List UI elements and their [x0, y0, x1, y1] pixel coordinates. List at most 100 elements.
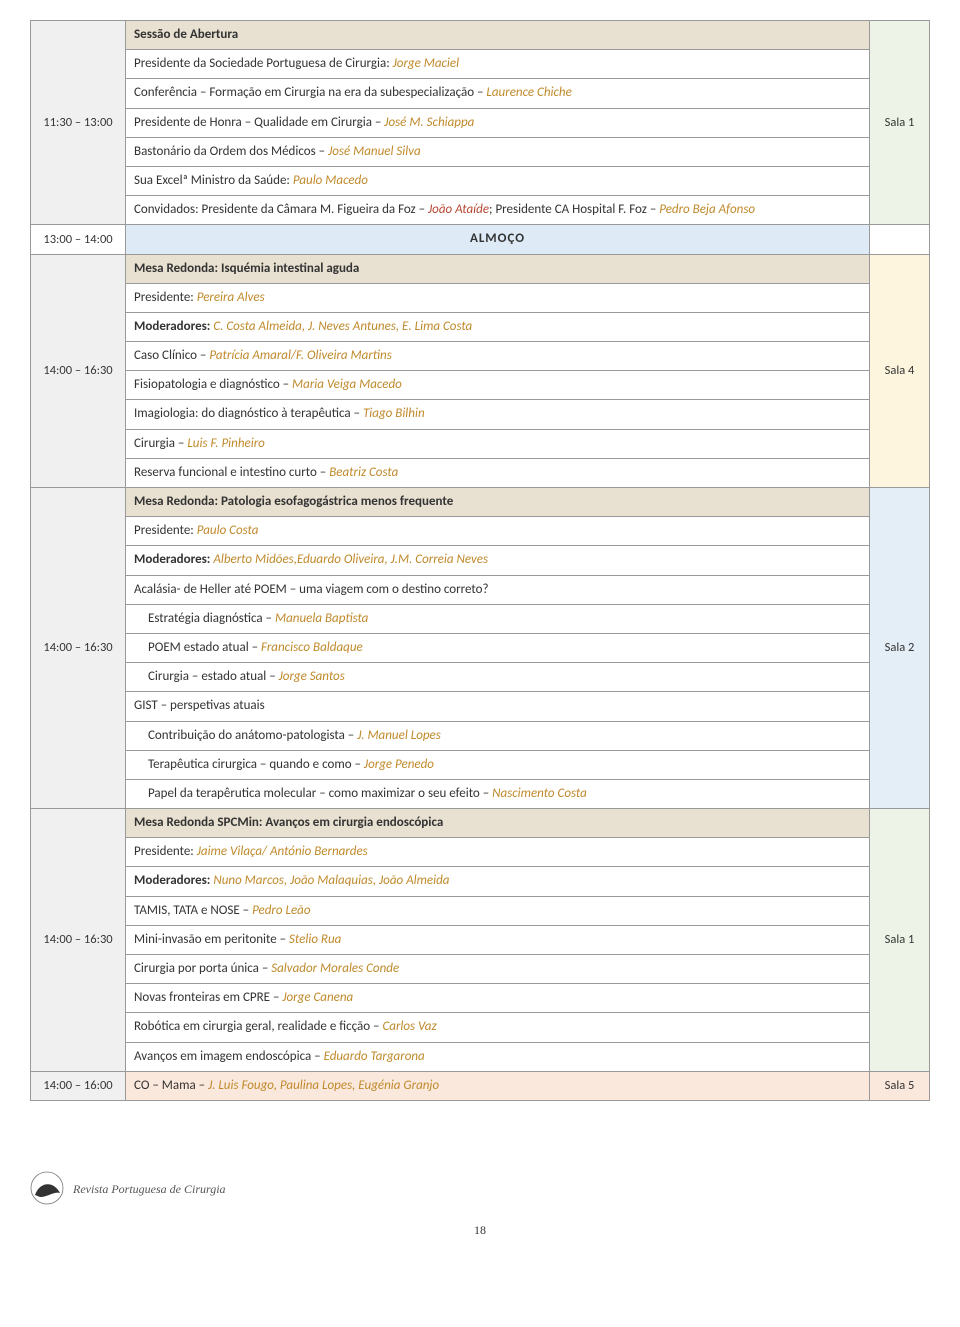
- label-text: Presidente de Honra – Qualidade em Cirur…: [134, 115, 384, 130]
- person-name: Jorge Maciel: [393, 56, 460, 71]
- time-cell: 13:00 – 14:00: [31, 225, 126, 254]
- room-cell: Sala 2: [870, 488, 930, 809]
- label-text: TAMIS, TATA e NOSE –: [134, 903, 252, 918]
- label-text: GIST – perspetivas atuais: [134, 698, 265, 713]
- label-text: Acalásia- de Heller até POEM – uma viage…: [134, 582, 489, 597]
- lunch-row: ALMOÇO: [126, 225, 870, 254]
- session-row: Sua Excelª Ministro da Saúde: Paulo Mace…: [126, 166, 870, 195]
- person-name: José M. Schiappa: [384, 115, 474, 130]
- label-text: Novas fronteiras em CPRE –: [134, 990, 282, 1005]
- time-cell: 14:00 – 16:30: [31, 254, 126, 488]
- session-row: Fisiopatologia e diagnóstico – Maria Vei…: [126, 371, 870, 400]
- person-name: Pedro Leão: [252, 903, 310, 918]
- label-text: Presidente:: [134, 523, 197, 538]
- person-name: Stelio Rua: [289, 932, 341, 947]
- room-cell: Sala 1: [870, 21, 930, 225]
- label-text: Sua Excelª Ministro da Saúde:: [134, 173, 293, 188]
- session-row: CO – Mama – J. Luis Fougo, Paulina Lopes…: [126, 1071, 870, 1100]
- person-name: Laurence Chiche: [486, 85, 571, 100]
- session-row: Presidente de Honra – Qualidade em Cirur…: [126, 108, 870, 137]
- label-bold: Moderadores:: [134, 552, 213, 567]
- session-header: Mesa Redonda SPCMin: Avanços em cirurgia…: [126, 809, 870, 838]
- time-cell: 14:00 – 16:30: [31, 809, 126, 1072]
- schedule-table: 11:30 – 13:00Sessão de AberturaSala 1Pre…: [30, 20, 930, 1101]
- room-cell: [870, 225, 930, 254]
- label-text: POEM estado atual –: [148, 640, 261, 655]
- person-name: Francisco Baldaque: [261, 640, 363, 655]
- session-row: Convidados: Presidente da Câmara M. Figu…: [126, 196, 870, 225]
- person-name: Manuela Baptista: [275, 611, 368, 626]
- label-text: Fisiopatologia e diagnóstico –: [134, 377, 292, 392]
- person-name: José Manuel Silva: [328, 144, 421, 159]
- journal-name: Revista Portuguesa de Cirurgia: [73, 1182, 226, 1196]
- person-name: Jorge Santos: [279, 669, 345, 684]
- person-name: Beatriz Costa: [329, 465, 398, 480]
- session-row: Estratégia diagnóstica – Manuela Baptist…: [126, 604, 870, 633]
- session-row: Reserva funcional e intestino curto – Be…: [126, 458, 870, 487]
- session-row: Contribuição do anátomo-patologista – J.…: [126, 721, 870, 750]
- journal-logo-icon: [30, 1171, 64, 1209]
- person-name: João Ataíde: [428, 202, 489, 217]
- session-row: Robótica em cirurgia geral, realidade e …: [126, 1013, 870, 1042]
- label-bold: Moderadores:: [134, 319, 213, 334]
- session-header: Sessão de Abertura: [126, 21, 870, 50]
- person-name: Jorge Canena: [282, 990, 353, 1005]
- session-row: POEM estado atual – Francisco Baldaque: [126, 633, 870, 662]
- label-text: Estratégia diagnóstica –: [148, 611, 275, 626]
- person-name: C. Costa Almeida, J. Neves Antunes, E. L…: [213, 319, 472, 334]
- label-text: Cirurgia – estado atual –: [148, 669, 279, 684]
- session-row: Avanços em imagem endoscópica – Eduardo …: [126, 1042, 870, 1071]
- label-text: Cirurgia por porta única –: [134, 961, 271, 976]
- label-text: Convidados: Presidente da Câmara M. Figu…: [134, 202, 428, 217]
- label-text: Avanços em imagem endoscópica –: [134, 1049, 324, 1064]
- page-number: 18: [30, 1223, 930, 1238]
- session-row: Terapêutica cirurgica – quando e como – …: [126, 750, 870, 779]
- person-name: Luis F. Pinheiro: [187, 436, 265, 451]
- person-name: Nascimento Costa: [492, 786, 587, 801]
- time-cell: 14:00 – 16:30: [31, 488, 126, 809]
- time-cell: 14:00 – 16:00: [31, 1071, 126, 1100]
- room-cell: Sala 5: [870, 1071, 930, 1100]
- label-text: ; Presidente CA Hospital F. Foz –: [489, 202, 659, 217]
- label-text: Contribuição do anátomo-patologista –: [148, 728, 357, 743]
- time-cell: 11:30 – 13:00: [31, 21, 126, 225]
- person-name: Eduardo Targarona: [324, 1049, 425, 1064]
- session-row: Papel da terapêrutica molecular – como m…: [126, 779, 870, 808]
- label-text: Presidente:: [134, 290, 197, 305]
- person-name: Carlos Vaz: [382, 1019, 436, 1034]
- session-header: Mesa Redonda: Isquémia intestinal aguda: [126, 254, 870, 283]
- person-name: Tiago Bilhin: [363, 406, 425, 421]
- session-row: Mini-invasão em peritonite – Stelio Rua: [126, 925, 870, 954]
- label-text: Mini-invasão em peritonite –: [134, 932, 289, 947]
- person-name: Paulo Costa: [197, 523, 259, 538]
- room-cell: Sala 1: [870, 809, 930, 1072]
- session-row: Acalásia- de Heller até POEM – uma viage…: [126, 575, 870, 604]
- session-row: Bastonário da Ordem dos Médicos – José M…: [126, 137, 870, 166]
- label-text: CO – Mama –: [134, 1078, 208, 1093]
- person-name: Alberto Midões,Eduardo Oliveira, J.M. Co…: [213, 552, 488, 567]
- session-row: TAMIS, TATA e NOSE – Pedro Leão: [126, 896, 870, 925]
- label-text: Reserva funcional e intestino curto –: [134, 465, 329, 480]
- label-text: Caso Clínico –: [134, 348, 209, 363]
- label-bold: Moderadores:: [134, 873, 213, 888]
- page-footer: Revista Portuguesa de Cirurgia: [30, 1171, 930, 1209]
- session-row: Cirurgia por porta única – Salvador Mora…: [126, 955, 870, 984]
- session-row: Presidente da Sociedade Portuguesa de Ci…: [126, 50, 870, 79]
- label-text: Imagiologia: do diagnóstico à terapêutic…: [134, 406, 363, 421]
- person-name: Paulo Macedo: [293, 173, 368, 188]
- session-row: Presidente: Paulo Costa: [126, 517, 870, 546]
- session-row: Presidente: Jaime Vilaça/ António Bernar…: [126, 838, 870, 867]
- session-header: Mesa Redonda: Patologia esofagogástrica …: [126, 488, 870, 517]
- person-name: Nuno Marcos, João Malaquias, João Almeid…: [213, 873, 449, 888]
- session-row: Cirurgia – estado atual – Jorge Santos: [126, 663, 870, 692]
- session-row: Presidente: Pereira Alves: [126, 283, 870, 312]
- person-name: Salvador Morales Conde: [271, 961, 399, 976]
- label-text: Conferência – Formação em Cirurgia na er…: [134, 85, 486, 100]
- session-row: Cirurgia – Luis F. Pinheiro: [126, 429, 870, 458]
- label-text: Robótica em cirurgia geral, realidade e …: [134, 1019, 382, 1034]
- person-name: J. Luis Fougo, Paulina Lopes, Eugénia Gr…: [208, 1078, 439, 1093]
- person-name: J. Manuel Lopes: [357, 728, 441, 743]
- session-row: Imagiologia: do diagnóstico à terapêutic…: [126, 400, 870, 429]
- session-row: Conferência – Formação em Cirurgia na er…: [126, 79, 870, 108]
- session-row: Novas fronteiras em CPRE – Jorge Canena: [126, 984, 870, 1013]
